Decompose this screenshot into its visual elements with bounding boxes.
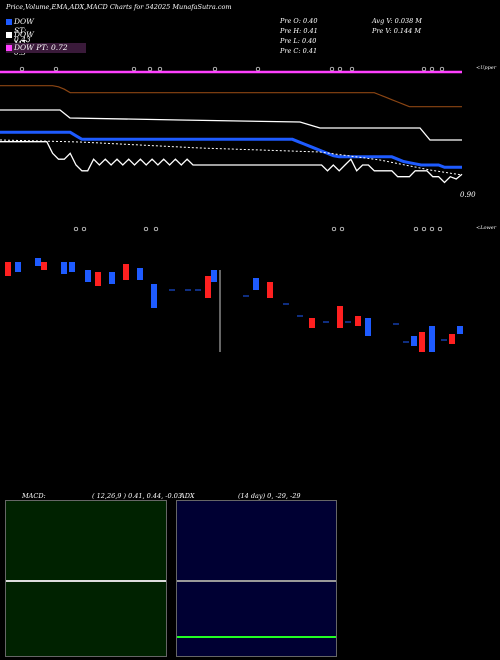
candle bbox=[211, 270, 217, 282]
signal-dot bbox=[349, 66, 355, 72]
signal-dot bbox=[19, 66, 25, 72]
candle bbox=[41, 262, 47, 270]
candle bbox=[429, 326, 435, 352]
signal-dot bbox=[413, 226, 419, 232]
legend-swatch-icon bbox=[6, 19, 12, 25]
candle bbox=[205, 276, 211, 298]
chart-title: Price,Volume,EMA,ADX,MACD Charts for 542… bbox=[6, 3, 232, 11]
signal-dot bbox=[143, 226, 149, 232]
signal-dot bbox=[147, 66, 153, 72]
candle bbox=[337, 306, 343, 328]
candle bbox=[457, 326, 463, 334]
series-ema_long-line bbox=[0, 85, 462, 108]
signal-dot bbox=[337, 66, 343, 72]
signal-dot bbox=[421, 226, 427, 232]
ohlc-open: Pre O: 0.40 bbox=[280, 17, 318, 25]
signal-dot bbox=[421, 66, 427, 72]
ohlc-low: Pre L: 0.40 bbox=[280, 37, 317, 45]
signal-dot bbox=[255, 66, 261, 72]
candle bbox=[449, 334, 455, 344]
ohlc-close: Pre C: 0.41 bbox=[280, 47, 318, 55]
legend-swatch-icon bbox=[6, 45, 12, 51]
mid-term-line bbox=[0, 109, 462, 141]
signal-dot bbox=[439, 66, 445, 72]
ohlc-high: Pre H: 0.41 bbox=[280, 27, 318, 35]
adx-green-line bbox=[177, 636, 336, 638]
candle bbox=[15, 262, 21, 272]
signal-dot bbox=[131, 66, 137, 72]
price-chart bbox=[0, 66, 463, 352]
macd-panel bbox=[5, 500, 167, 657]
lower-label: <Lower bbox=[476, 225, 497, 231]
candle bbox=[151, 284, 157, 308]
candle bbox=[85, 270, 91, 282]
adx-title: ADX bbox=[180, 492, 195, 500]
candle bbox=[411, 336, 417, 346]
dotted-line bbox=[0, 139, 463, 176]
signal-dot bbox=[212, 66, 218, 72]
adx-panel bbox=[176, 500, 337, 657]
macd-zero-line bbox=[6, 580, 166, 582]
candle bbox=[309, 318, 315, 328]
candle bbox=[365, 318, 371, 336]
signal-dot bbox=[81, 226, 87, 232]
candle bbox=[35, 258, 41, 266]
signal-dot bbox=[73, 226, 79, 232]
avg-volume: Avg V: 0.038 M bbox=[372, 17, 422, 25]
candle bbox=[95, 272, 101, 286]
legend-dow-pt: DOW PT: 0.72 bbox=[6, 43, 86, 53]
candle bbox=[109, 272, 115, 284]
signal-dot bbox=[437, 226, 443, 232]
pre-volume: Pre V: 0.144 M bbox=[372, 27, 422, 35]
signal-dot bbox=[157, 66, 163, 72]
candle bbox=[419, 332, 425, 352]
signal-dot bbox=[339, 226, 345, 232]
macd-values: ( 12,26,9 ) 0.41, 0.44, -0.03 bbox=[92, 492, 182, 500]
last-price-label: 0.90 bbox=[460, 191, 476, 199]
legend-swatch-icon bbox=[6, 32, 12, 38]
adx-values: (14 day) 0, -29, -29 bbox=[238, 492, 301, 500]
candle bbox=[5, 262, 11, 276]
candle bbox=[355, 316, 361, 326]
candle bbox=[123, 264, 129, 280]
signal-dot bbox=[329, 66, 335, 72]
upper-label: <Upper bbox=[476, 65, 497, 71]
signal-dot bbox=[153, 226, 159, 232]
signal-dot bbox=[53, 66, 59, 72]
signal-dot bbox=[429, 226, 435, 232]
candle bbox=[253, 278, 259, 290]
macd-title: MACD: bbox=[22, 492, 46, 500]
candle bbox=[61, 262, 67, 274]
candle bbox=[267, 282, 273, 298]
signal-dot bbox=[331, 226, 337, 232]
adx-plus-line bbox=[177, 580, 336, 582]
candle bbox=[69, 262, 75, 272]
series-price-line bbox=[0, 141, 463, 184]
series-ema_short-line bbox=[0, 130, 462, 169]
signal-dot bbox=[429, 66, 435, 72]
candle bbox=[137, 268, 143, 280]
